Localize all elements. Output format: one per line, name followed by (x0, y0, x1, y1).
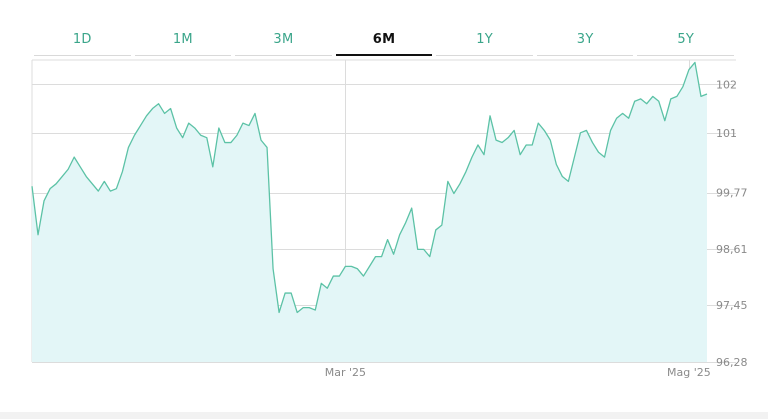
tab-3m[interactable]: 3M (233, 22, 334, 56)
x-tick-label: Mag '25 (667, 366, 711, 379)
series-area-fill (32, 62, 707, 363)
x-tick-label: Mar '25 (325, 366, 366, 379)
tab-5y[interactable]: 5Y (635, 22, 736, 56)
tab-1m[interactable]: 1M (133, 22, 234, 56)
y-tick-label: 101 (716, 127, 737, 140)
y-tick-label: 102 (716, 78, 737, 91)
y-tick-label: 98,61 (716, 243, 748, 256)
tab-6m[interactable]: 6M (334, 22, 435, 56)
period-tabs: 1D 1M 3M 6M 1Y 3Y 5Y (32, 22, 736, 56)
y-tick-label: 96,28 (716, 356, 748, 369)
tab-3y[interactable]: 3Y (535, 22, 636, 56)
y-tick-label: 97,45 (716, 299, 748, 312)
y-tick-label: 99,77 (716, 187, 748, 200)
tab-1d[interactable]: 1D (32, 22, 133, 56)
series-line (31, 61, 708, 314)
tab-1y[interactable]: 1Y (434, 22, 535, 56)
